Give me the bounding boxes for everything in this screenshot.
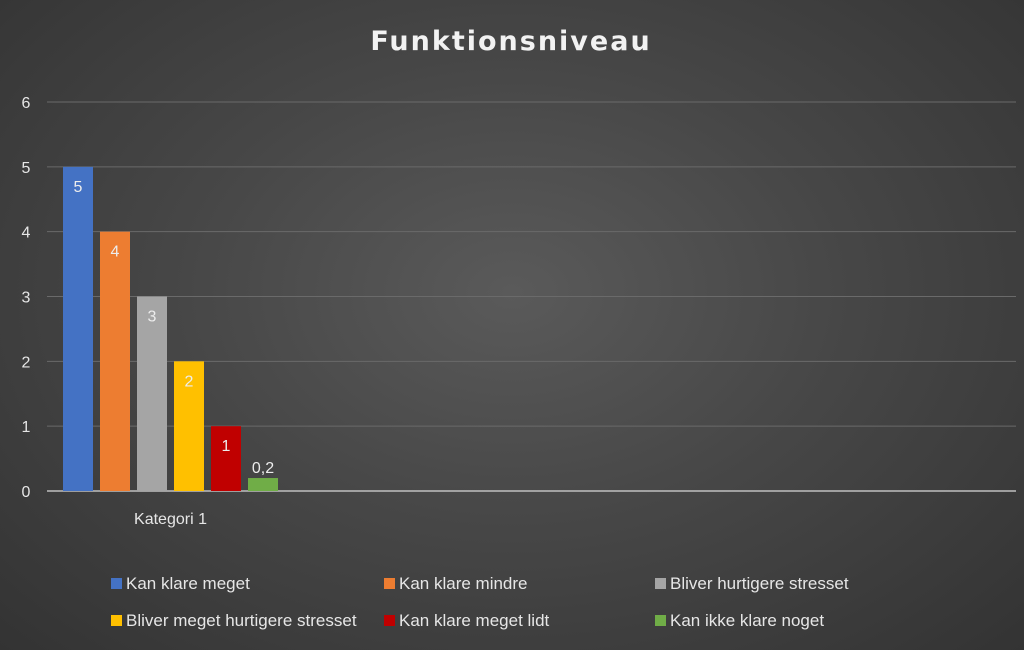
bar-1	[63, 166, 93, 492]
bar-5	[211, 426, 241, 491]
legend-label: Bliver hurtigere stresset	[670, 574, 849, 593]
legend-swatch	[655, 615, 666, 626]
legend: Kan klare meget Kan klare mindre Bliver hu…	[111, 574, 849, 630]
y-tick-label: 6	[22, 95, 31, 112]
x-category-label: Kategori 1	[134, 511, 207, 528]
data-label: 1	[222, 438, 231, 455]
legend-swatch	[384, 578, 395, 589]
legend-label: Bliver meget hurtigere stresset	[126, 611, 357, 630]
data-labels: 5 4 3 2 1 0,2	[74, 179, 275, 477]
y-tick-label: 5	[22, 160, 31, 177]
y-tick-label: 2	[22, 354, 31, 371]
bar-3	[137, 296, 167, 491]
legend-swatch	[111, 615, 122, 626]
legend-item: Kan ikke klare noget	[655, 611, 824, 630]
data-label: 4	[111, 244, 120, 261]
bar-2	[100, 231, 130, 491]
legend-label: Kan klare mindre	[399, 574, 528, 593]
legend-swatch	[655, 578, 666, 589]
legend-item: Bliver hurtigere stresset	[655, 574, 849, 593]
y-tick-label: 1	[22, 419, 31, 436]
data-label: 0,2	[252, 460, 274, 477]
data-label: 3	[148, 309, 157, 326]
data-label: 2	[185, 373, 194, 390]
legend-label: Kan ikke klare noget	[670, 611, 824, 630]
legend-swatch	[384, 615, 395, 626]
x-axis-categories: Kategori 1	[134, 511, 207, 528]
chart-title: Funktionsniveau	[370, 26, 651, 57]
data-label: 5	[74, 179, 83, 196]
legend-item: Kan klare mindre	[384, 574, 528, 593]
gridlines	[47, 101, 1016, 492]
y-axis-ticks: 0 1 2 3 4 5 6	[22, 95, 31, 501]
bar-6	[248, 478, 278, 491]
legend-label: Kan klare meget	[126, 574, 250, 593]
bar-4	[174, 361, 204, 491]
y-tick-label: 4	[22, 225, 31, 242]
y-tick-label: 0	[22, 484, 31, 501]
legend-item: Kan klare meget lidt	[384, 611, 550, 630]
bars	[63, 166, 278, 492]
legend-item: Kan klare meget	[111, 574, 250, 593]
legend-label: Kan klare meget lidt	[399, 611, 550, 630]
legend-swatch	[111, 578, 122, 589]
y-tick-label: 3	[22, 290, 31, 307]
legend-item: Bliver meget hurtigere stresset	[111, 611, 357, 630]
